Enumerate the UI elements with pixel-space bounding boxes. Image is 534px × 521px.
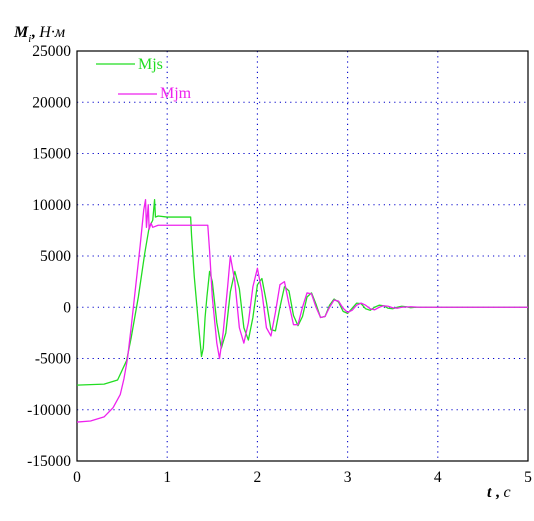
y-axis-title: Mi, Н·м <box>13 24 65 45</box>
y-tick-label: -15000 <box>27 453 71 470</box>
series-group <box>76 198 528 423</box>
y-tick-label: 20000 <box>32 94 71 111</box>
series-line-mjs <box>76 198 528 386</box>
x-axis-title: t , с <box>487 484 511 501</box>
x-tick-labels: 0 1 2 3 4 5 <box>73 469 532 486</box>
y-tick-labels: 25000 20000 15000 10000 5000 0 -5000 -10000 -150… <box>27 43 71 470</box>
x-tick-label: 2 <box>254 469 262 486</box>
x-tick-label: 1 <box>163 469 171 486</box>
y-tick-label: -10000 <box>27 402 71 419</box>
plot-frame <box>76 50 529 462</box>
x-tick-label: 3 <box>344 469 352 486</box>
y-tick-label: 15000 <box>32 146 71 163</box>
legend-label-mjm: Mjm <box>160 85 192 102</box>
legend-label-mjs: Mjs <box>138 56 163 73</box>
series-line-mjm <box>76 198 528 423</box>
y-tick-label: 5000 <box>40 248 71 265</box>
y-tick-label: -5000 <box>35 351 71 368</box>
y-tick-label: 10000 <box>32 197 71 214</box>
legend: Mjs Mjm <box>96 56 192 102</box>
y-tick-label: 25000 <box>32 43 71 60</box>
x-tick-label: 0 <box>73 469 81 486</box>
x-tick-label: 5 <box>524 469 532 486</box>
y-tick-label: 0 <box>63 299 71 316</box>
grid <box>77 51 528 461</box>
x-tick-label: 4 <box>434 469 442 486</box>
